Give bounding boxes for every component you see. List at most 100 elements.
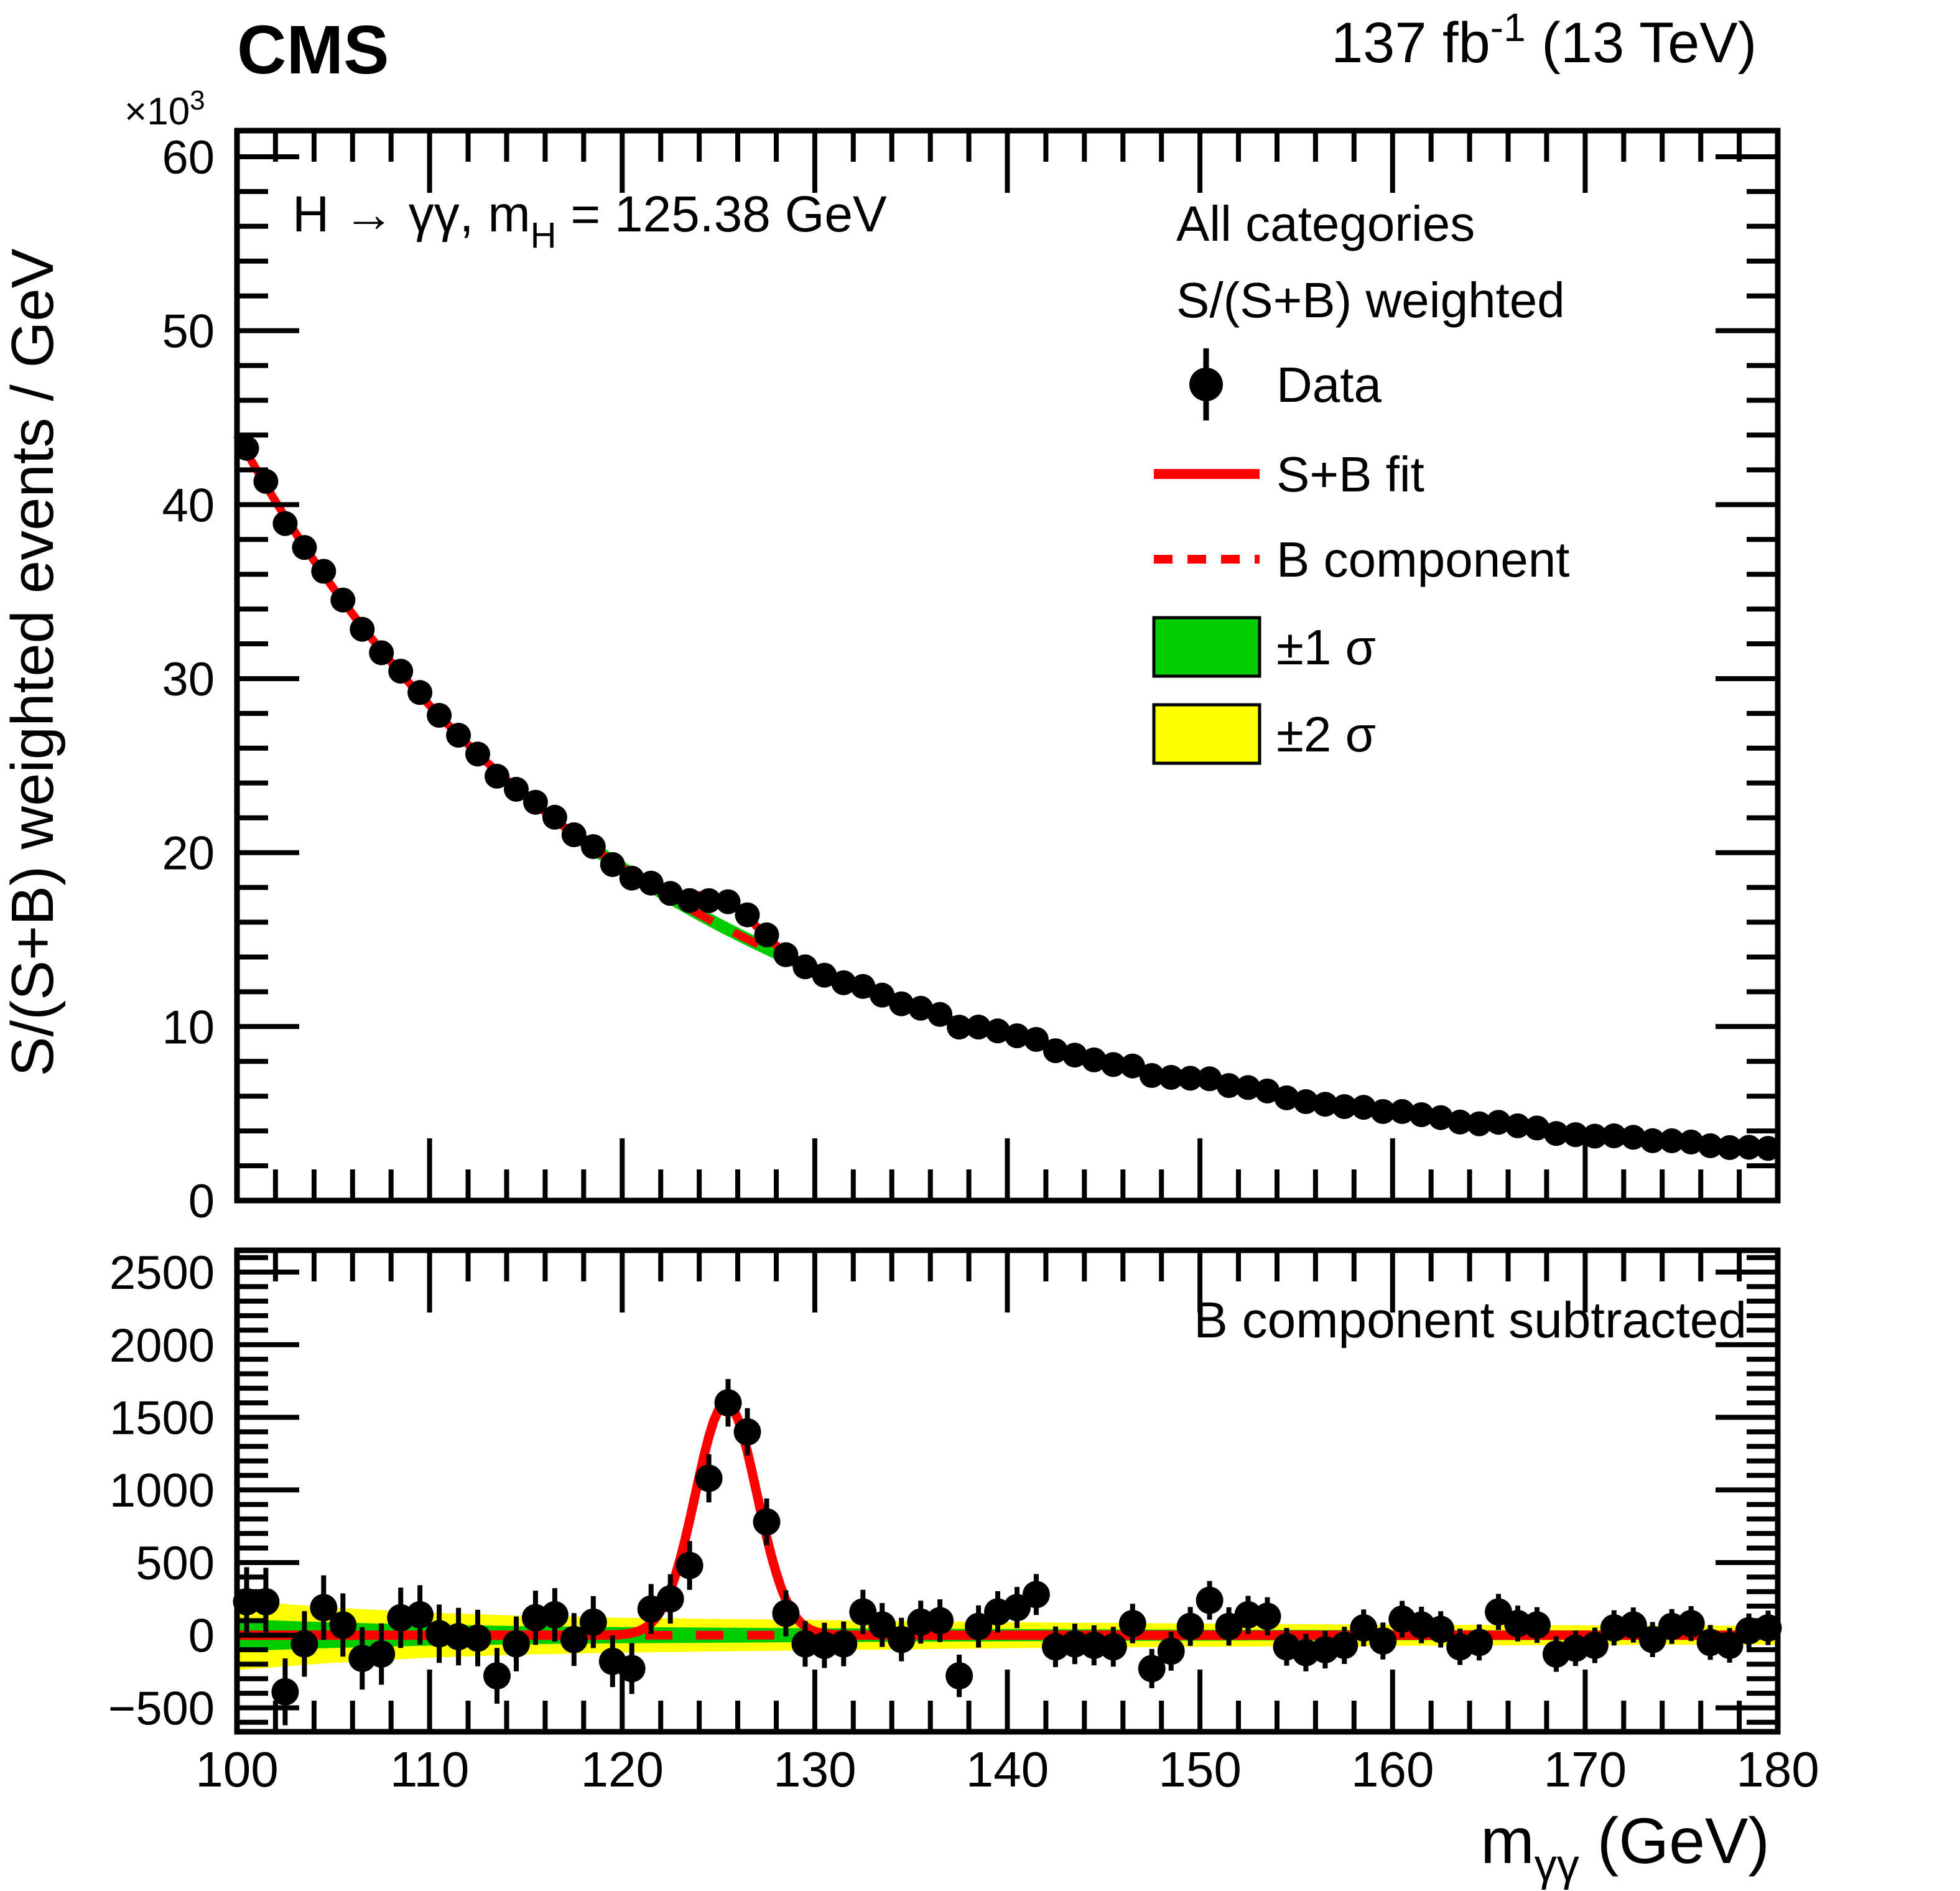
process-sub: H (531, 215, 557, 256)
data-point (1255, 1078, 1280, 1103)
data-point (656, 1585, 684, 1613)
data-point (350, 616, 375, 642)
data-point (406, 1601, 434, 1628)
data-point (1582, 1123, 1607, 1149)
data-point (1601, 1123, 1627, 1148)
y-axis-title: S/(S+B) weighted events / GeV (0, 248, 66, 1076)
data-point (541, 1601, 569, 1628)
bottom-y-tick-label: 2000 (109, 1319, 215, 1372)
data-point (1003, 1594, 1031, 1622)
legend-item-data: Data (1189, 348, 1382, 420)
axes-layer (234, 128, 1781, 1735)
data-point (1043, 1038, 1068, 1064)
data-point (1428, 1105, 1454, 1130)
data-point (830, 1630, 858, 1658)
legend: All categories S/(S+B) weighted Data S+B fi… (1152, 196, 1569, 765)
data-point (1351, 1095, 1377, 1120)
data-point (271, 1678, 299, 1706)
data-point (388, 659, 414, 684)
data-point (754, 922, 779, 947)
data-point (253, 468, 279, 494)
data-point (523, 789, 548, 815)
data-point (580, 834, 606, 859)
bottom-y-tick-label: 2500 (109, 1247, 215, 1299)
data-point (695, 1464, 723, 1492)
cms-logo-text: CMS (237, 12, 389, 88)
data-point (870, 982, 895, 1008)
data-point (1332, 1094, 1357, 1119)
x-tick-label: 120 (581, 1742, 664, 1797)
x-axis-title: mγγ (GeV) (1480, 1805, 1770, 1890)
data-point (733, 1418, 761, 1446)
x-tick-label: 140 (966, 1742, 1049, 1797)
legend-item-s-s-b-weighted: S/(S+B) weighted (1176, 272, 1565, 328)
top-y-tick-label: 20 (162, 827, 215, 880)
text-layer: 0 10 20 30 40 50 60 −500 0 500 1000 1500 2000 2500 100… (0, 5, 1819, 1890)
data-point (908, 995, 934, 1021)
data-point (272, 511, 298, 536)
legend-item-label: Data (1276, 357, 1382, 412)
data-point (1120, 1053, 1145, 1079)
data-point (1465, 1628, 1493, 1656)
data-point (1640, 1128, 1665, 1153)
data-point (1716, 1632, 1744, 1660)
top-y-tick-label: 10 (162, 1001, 215, 1054)
data-point (831, 970, 857, 995)
series-layer (233, 433, 1782, 1726)
x-tick-label: 150 (1158, 1742, 1241, 1797)
data-point (292, 535, 317, 560)
data-point (926, 1607, 954, 1635)
bottom-y-tick-label: 500 (136, 1537, 215, 1590)
top-y-tick-label: 50 (162, 305, 215, 358)
data-point (1081, 1047, 1107, 1072)
data-point (1427, 1615, 1455, 1643)
data-point (1118, 1610, 1146, 1638)
legend-item-s-b-fit: S+B fit (1154, 447, 1424, 502)
data-point (696, 888, 722, 913)
data-point (1620, 1125, 1646, 1150)
scale-sup: 3 (190, 85, 205, 116)
data-point (1312, 1092, 1338, 1117)
data-point (1022, 1581, 1050, 1609)
data-point (1023, 1027, 1049, 1052)
data-point (1409, 1102, 1434, 1127)
y-scale-exponent-label: ×103 (124, 85, 205, 133)
x-tick-label: 160 (1351, 1742, 1434, 1797)
x-tick-label: 180 (1736, 1742, 1819, 1797)
x-tick-label: 100 (195, 1742, 278, 1797)
data-point (1525, 1115, 1549, 1141)
legend-item-label: All categories (1176, 196, 1475, 251)
data-point (1717, 1135, 1742, 1160)
data-point (1659, 1128, 1684, 1153)
data-point (446, 723, 471, 748)
data-point (407, 680, 433, 705)
data-point (772, 1599, 800, 1627)
data-point (735, 902, 760, 927)
legend-item-b-component: B component (1154, 532, 1569, 587)
data-point (1216, 1073, 1242, 1099)
top-y-tick-label: 0 (188, 1175, 215, 1228)
x-tick-label: 110 (390, 1742, 470, 1797)
data-point (1370, 1099, 1396, 1124)
data-point (792, 954, 818, 980)
data-point (1350, 1614, 1378, 1642)
x-title-post: (GeV) (1579, 1805, 1770, 1877)
legend-item-all-categories: All categories (1176, 196, 1475, 251)
data-point (561, 822, 587, 847)
scale-main: ×10 (124, 90, 190, 133)
data-point (714, 1389, 742, 1417)
data-point (311, 559, 337, 584)
data-point (1486, 1110, 1511, 1135)
data-point (966, 1015, 992, 1040)
data-point (945, 1662, 973, 1690)
data-point (1177, 1066, 1203, 1091)
data-point (889, 991, 914, 1016)
data-point (1331, 1632, 1359, 1660)
data-point (503, 1630, 530, 1658)
data-point (638, 870, 664, 896)
data-point (369, 640, 394, 666)
data-point (1563, 1122, 1588, 1148)
legend-item-label: S/(S+B) weighted (1176, 272, 1565, 328)
data-point (1062, 1043, 1087, 1068)
